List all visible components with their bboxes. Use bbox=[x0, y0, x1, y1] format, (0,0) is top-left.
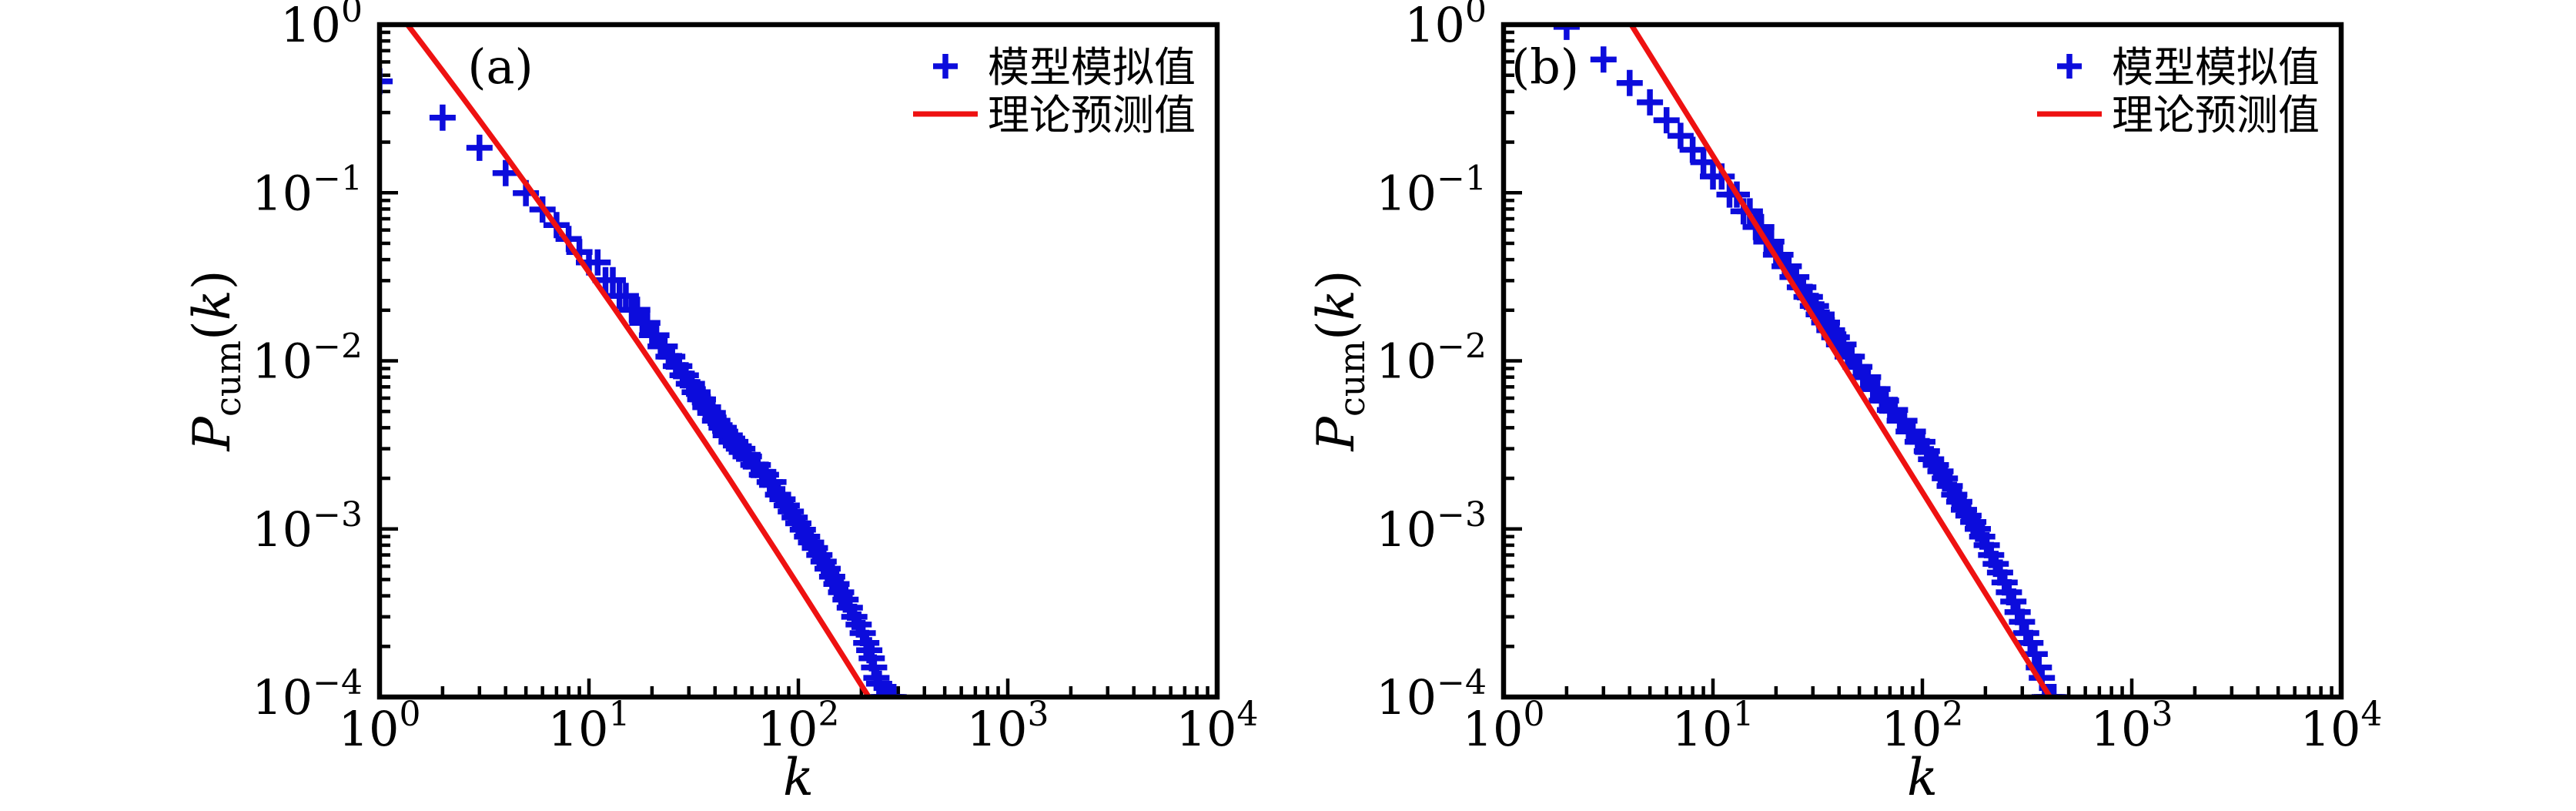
plus-marker-icon bbox=[429, 104, 456, 131]
legend-plus-icon bbox=[933, 54, 958, 79]
x-tick-label: 103 bbox=[2091, 695, 2173, 757]
legend-sim-label: 模型模拟值 bbox=[2112, 43, 2320, 92]
x-axis-label: k bbox=[783, 748, 814, 807]
x-tick-label: 102 bbox=[1882, 695, 1964, 757]
x-tick-label: 104 bbox=[2300, 695, 2383, 757]
panel-tag: (b) bbox=[1511, 39, 1579, 95]
plus-marker-icon bbox=[612, 283, 639, 310]
y-tick-label: 10−2 bbox=[252, 327, 363, 390]
plus-marker-icon bbox=[1690, 149, 1717, 176]
plot-frame bbox=[1500, 22, 2344, 700]
panel-tag: (a) bbox=[467, 39, 533, 95]
legend-theory-label: 理论预测值 bbox=[2112, 91, 2320, 139]
plus-marker-icon bbox=[492, 159, 519, 186]
plus-marker-icon bbox=[1637, 89, 1664, 116]
legend-sim-label: 模型模拟值 bbox=[988, 43, 1196, 92]
x-tick-label: 101 bbox=[548, 695, 631, 757]
simulation-markers bbox=[380, 68, 907, 697]
x-tick-label: 100 bbox=[339, 695, 421, 757]
x-tick-label: 100 bbox=[1463, 695, 1545, 757]
legend-theory-label: 理论预测值 bbox=[988, 91, 1196, 139]
x-tick-label: 103 bbox=[967, 695, 1049, 757]
plus-marker-icon bbox=[1667, 122, 1694, 149]
panel-a: 100 101 102 103 104 100 10−1 10−2 10−3 10−4 k Pcum(… bbox=[182, 0, 1258, 807]
x-tick-label: 101 bbox=[1672, 695, 1755, 757]
legend-plus-icon bbox=[2057, 54, 2082, 79]
y-tick-label: 10−3 bbox=[252, 495, 363, 558]
plus-marker-icon bbox=[880, 684, 907, 697]
y-tick-label: 100 bbox=[1404, 0, 1487, 53]
y-tick-label: 10−1 bbox=[252, 159, 363, 221]
plus-marker-icon bbox=[1590, 46, 1617, 73]
x-tick-label: 104 bbox=[1176, 695, 1259, 757]
plus-marker-icon bbox=[380, 68, 393, 95]
y-tick-label: 100 bbox=[280, 0, 363, 53]
y-axis-label: Pcum(k) bbox=[182, 270, 249, 452]
y-tick-label: 10−1 bbox=[1376, 159, 1487, 221]
x-axis-label: k bbox=[1907, 748, 1938, 807]
x-tick-label: 102 bbox=[758, 695, 840, 757]
y-tick-label: 10−2 bbox=[1376, 327, 1487, 390]
plus-marker-icon bbox=[600, 266, 626, 293]
plus-marker-icon bbox=[466, 134, 493, 161]
plus-marker-icon bbox=[1653, 107, 1680, 134]
y-axis-label: Pcum(k) bbox=[1306, 270, 1373, 452]
y-tick-label: 10−4 bbox=[1376, 663, 1487, 726]
plus-marker-icon bbox=[2040, 684, 2067, 697]
theory-line bbox=[1628, 25, 2052, 697]
plus-marker-icon bbox=[760, 468, 787, 495]
plot-frame bbox=[376, 22, 1220, 700]
theory-line bbox=[405, 25, 871, 697]
y-tick-label: 10−4 bbox=[252, 663, 363, 726]
plus-marker-icon bbox=[584, 249, 611, 276]
y-tick-label: 10−3 bbox=[1376, 495, 1487, 558]
panel-b: 100 101 102 103 104 100 10−1 10−2 10−3 10−4 k Pcum(… bbox=[1306, 0, 2382, 807]
plus-marker-icon bbox=[1616, 69, 1643, 96]
